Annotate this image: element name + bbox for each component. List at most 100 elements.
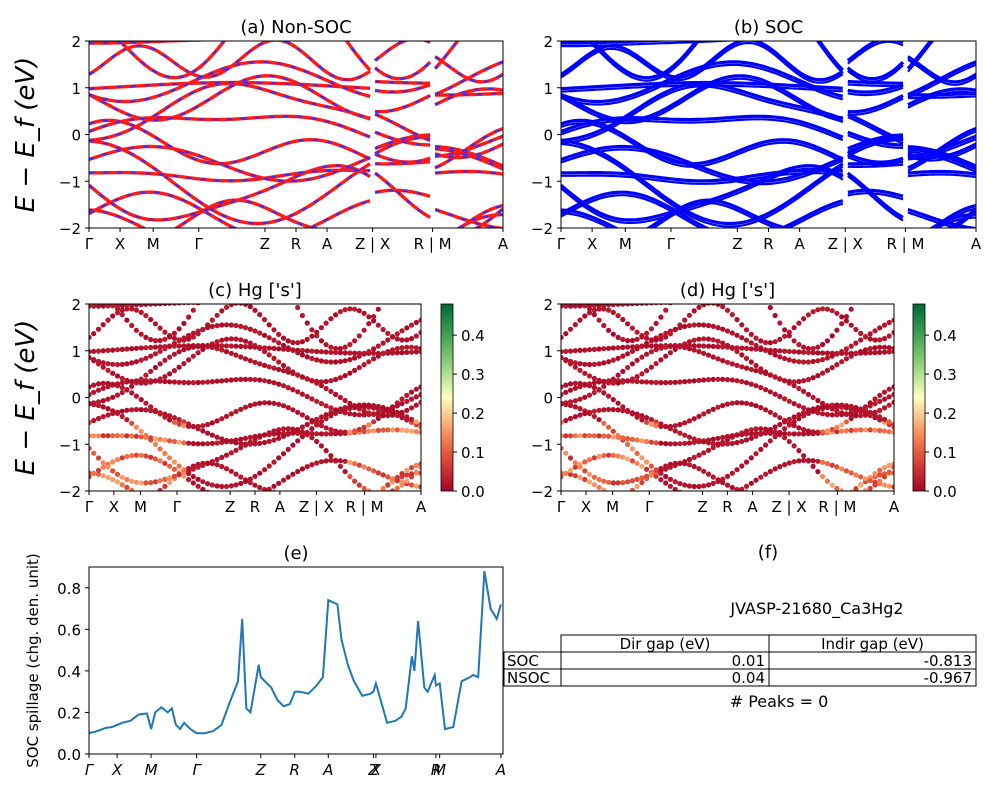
projected-point (342, 397, 348, 404)
projected-point (233, 352, 239, 358)
projected-point (91, 382, 97, 388)
projected-point (696, 322, 702, 328)
projected-point (648, 349, 655, 355)
projected-point (357, 288, 362, 293)
projected-point (734, 345, 740, 351)
soc-band-split (561, 41, 738, 48)
projected-point (801, 410, 807, 416)
projected-point (366, 422, 372, 428)
projected-point (266, 431, 272, 438)
projected-point (720, 326, 726, 332)
projected-point (95, 348, 102, 354)
projected-point (772, 347, 778, 354)
projected-point (568, 498, 573, 503)
projected-point (408, 389, 415, 395)
projected-point (682, 440, 688, 446)
projected-point (853, 408, 859, 414)
projected-point (95, 326, 102, 332)
projected-point (634, 329, 640, 335)
projected-point (305, 290, 310, 295)
projected-point (696, 377, 702, 383)
projected-point (791, 379, 797, 385)
x-tick-label: Γ (645, 498, 654, 516)
projected-point (858, 337, 864, 343)
projected-point (299, 424, 305, 430)
projected-point (610, 331, 616, 337)
projected-point (138, 376, 144, 382)
projected-point (891, 399, 894, 405)
projected-point (606, 304, 612, 308)
projected-point (691, 347, 697, 353)
projected-point (356, 412, 362, 418)
projected-point (413, 386, 419, 392)
projected-point (877, 286, 882, 291)
projected-point (309, 417, 315, 424)
projected-point (89, 334, 92, 340)
projected-point (872, 409, 878, 415)
nsoc-band-dash (89, 81, 371, 90)
projected-point (886, 394, 892, 400)
projected-point (829, 333, 835, 339)
projected-point (342, 307, 348, 313)
projected-point (143, 372, 149, 378)
soc-band-split (952, 211, 976, 228)
projected-point (834, 429, 840, 435)
projected-point (318, 431, 324, 437)
x-tick-label: M (619, 235, 632, 253)
projected-point (891, 429, 894, 435)
projected-point (777, 415, 783, 421)
projected-point (825, 288, 830, 293)
table-header-label: Indir gap (eV) (821, 635, 924, 653)
projected-point (389, 476, 396, 482)
projected-point (242, 325, 249, 331)
projected-point (394, 427, 400, 433)
projected-point (404, 325, 410, 331)
projected-point (667, 476, 674, 482)
projected-point (872, 337, 878, 343)
projected-point (95, 415, 102, 422)
projected-point (138, 345, 144, 351)
projected-point (639, 304, 645, 306)
projected-point (261, 362, 268, 368)
projected-point (171, 379, 177, 385)
projected-point (100, 348, 106, 354)
projected-point (381, 491, 386, 496)
projected-point (205, 481, 211, 487)
projected-point (881, 349, 888, 355)
nsoc-band-dash (374, 189, 431, 198)
projected-point (639, 463, 645, 469)
projected-point (805, 428, 812, 434)
projected-point (219, 416, 225, 422)
projected-point (385, 474, 391, 480)
soc-band (847, 130, 903, 147)
projected-point (720, 246, 725, 251)
projected-point (629, 487, 635, 491)
projected-point (829, 462, 835, 468)
projected-point (653, 320, 659, 326)
projected-point (404, 427, 410, 434)
nsoc-band-dash (89, 41, 198, 45)
projected-point (314, 290, 319, 295)
projected-point (361, 424, 367, 430)
projected-point (634, 460, 640, 466)
nsoc-band-dash (435, 170, 503, 176)
projected-point (399, 345, 405, 351)
projected-point (89, 304, 92, 309)
projected-point (167, 455, 173, 461)
projected-point (100, 460, 106, 466)
projected-point (285, 366, 291, 372)
projected-point (729, 433, 735, 439)
nsoc-band-dash (89, 74, 371, 122)
projected-point (606, 327, 612, 333)
projected-point (558, 276, 563, 281)
projected-point (366, 488, 372, 491)
projected-point (114, 361, 121, 368)
soc-band-split (907, 95, 976, 100)
projected-point (148, 368, 154, 374)
projected-point (133, 327, 139, 333)
projected-point (596, 484, 602, 490)
projected-point (247, 340, 253, 346)
projected-point (242, 304, 249, 307)
projected-point (394, 478, 400, 484)
projected-point (157, 411, 163, 417)
